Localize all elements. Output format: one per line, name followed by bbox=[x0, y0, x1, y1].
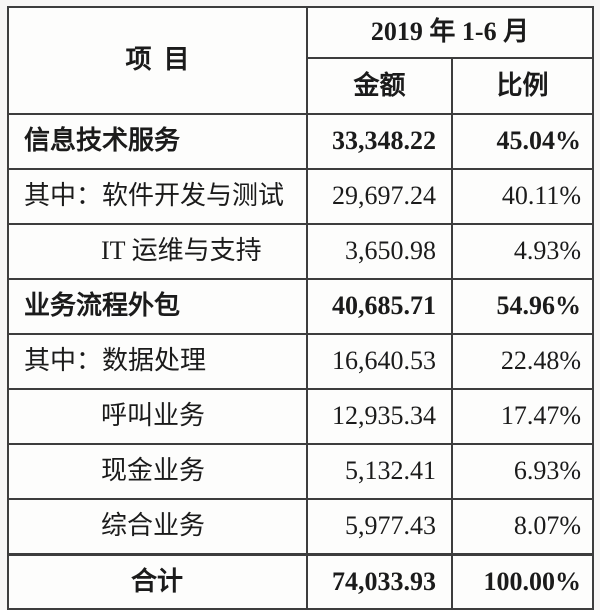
row-ratio: 6.93% bbox=[450, 443, 595, 500]
row-ratio: 8.07% bbox=[450, 498, 595, 556]
row-ratio: 22.48% bbox=[450, 333, 595, 390]
column-header-amount: 金额 bbox=[306, 57, 453, 115]
row-ratio: 54.96% bbox=[450, 278, 595, 335]
row-amount: 33,348.22 bbox=[306, 113, 453, 170]
table-row-bpo: 业务流程外包 40,685.71 54.96% bbox=[7, 278, 595, 335]
column-header-ratio: 比例 bbox=[450, 57, 595, 115]
row-amount: 12,935.34 bbox=[306, 388, 453, 445]
row-amount: 5,132.41 bbox=[306, 443, 453, 500]
row-label: 其中：软件开发与测试 bbox=[7, 168, 308, 225]
row-ratio: 17.47% bbox=[450, 388, 595, 445]
row-amount: 5,977.43 bbox=[306, 498, 453, 556]
row-ratio: 100.00% bbox=[450, 553, 595, 610]
table-row-total: 合计 74,033.93 100.00% bbox=[7, 553, 595, 610]
row-ratio: 4.93% bbox=[450, 223, 595, 280]
row-amount: 29,697.24 bbox=[306, 168, 453, 225]
row-amount: 74,033.93 bbox=[306, 553, 453, 610]
table-row-call-business: 呼叫业务 12,935.34 17.47% bbox=[7, 388, 595, 445]
row-ratio: 45.04% bbox=[450, 113, 595, 170]
row-ratio: 40.11% bbox=[450, 168, 595, 225]
row-label: 综合业务 bbox=[7, 498, 308, 556]
revenue-breakdown-table: 项目 2019 年 1-6 月 金额 比例 信息技术服务 33,348.22 4… bbox=[7, 6, 595, 610]
header-row-period: 项目 2019 年 1-6 月 bbox=[7, 6, 595, 115]
row-label: IT 运维与支持 bbox=[7, 223, 308, 280]
row-amount: 40,685.71 bbox=[306, 278, 453, 335]
table-row-comprehensive-business: 综合业务 5,977.43 8.07% bbox=[7, 498, 595, 556]
table-row-it-ops-support: IT 运维与支持 3,650.98 4.93% bbox=[7, 223, 595, 280]
row-label: 合计 bbox=[7, 553, 308, 610]
row-label: 呼叫业务 bbox=[7, 388, 308, 445]
table-row-cash-business: 现金业务 5,132.41 6.93% bbox=[7, 443, 595, 500]
column-header-item: 项目 bbox=[7, 6, 308, 115]
row-label: 信息技术服务 bbox=[7, 113, 308, 170]
header-row-measures: 金额 比例 bbox=[8, 57, 595, 115]
table-row-software-dev-test: 其中：软件开发与测试 29,697.24 40.11% bbox=[7, 168, 595, 225]
row-label: 其中：数据处理 bbox=[7, 333, 308, 390]
row-label: 业务流程外包 bbox=[7, 278, 308, 335]
row-amount: 16,640.53 bbox=[306, 333, 453, 390]
column-header-period: 2019 年 1-6 月 bbox=[305, 6, 595, 59]
row-label: 现金业务 bbox=[7, 443, 308, 500]
table-row-it-services: 信息技术服务 33,348.22 45.04% bbox=[7, 113, 595, 170]
row-amount: 3,650.98 bbox=[306, 223, 453, 280]
table-row-data-processing: 其中：数据处理 16,640.53 22.48% bbox=[7, 333, 595, 390]
